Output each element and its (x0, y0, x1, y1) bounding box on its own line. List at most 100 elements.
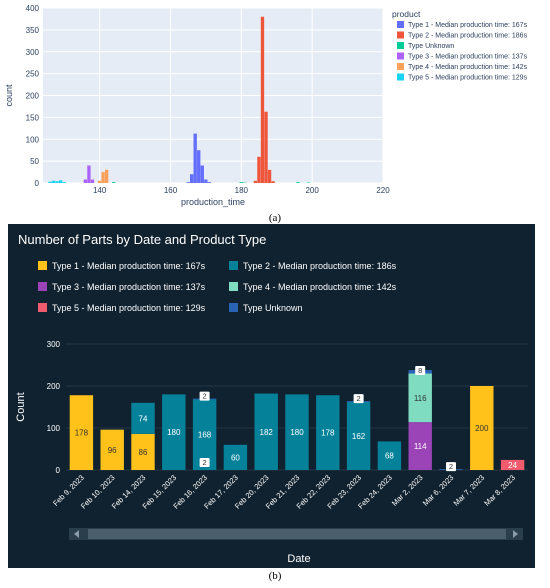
histogram-bar (112, 182, 116, 183)
data-label: 2 (203, 392, 207, 401)
legend-swatch (397, 42, 404, 49)
data-label: 74 (139, 414, 148, 423)
bar-segment (100, 429, 124, 470)
legend-entry: Type 5 - Median production time: 129s (408, 75, 528, 82)
histogram-bar (189, 174, 194, 183)
legend-swatch (229, 261, 238, 270)
bar-segment (316, 395, 340, 470)
legend-title: product (392, 9, 421, 19)
bar-segment (131, 433, 155, 470)
data-label-box (415, 366, 426, 376)
histogram-bar (253, 180, 258, 183)
histogram-bar (239, 182, 243, 183)
histogram-bar (55, 181, 59, 183)
legend-swatch (397, 63, 404, 70)
legend-entry: Type Unknown (243, 303, 303, 313)
histogram-bar (200, 165, 204, 183)
y-tick-label: 300 (26, 48, 40, 57)
x-tick-label: 220 (376, 186, 390, 195)
legend-swatch (397, 21, 404, 28)
histogram-bar (90, 179, 95, 183)
bar-segment (254, 393, 278, 470)
bar-segment (131, 402, 155, 434)
x-tick-label: 140 (93, 186, 107, 195)
x-tick-label: Mar 2, 2023 (390, 473, 425, 508)
caption-b: (b) (268, 570, 282, 582)
legend-swatch (38, 282, 47, 291)
y-tick-label: 50 (30, 157, 39, 166)
histogram-bar (271, 181, 275, 183)
histogram-bar (193, 133, 197, 183)
histogram-bar (296, 182, 300, 183)
bar-segment (285, 394, 309, 470)
data-label: 178 (75, 429, 89, 438)
data-label: 2 (449, 462, 453, 471)
data-label: 182 (260, 428, 274, 437)
legend-entry: Type 2 - Median production time: 186s (408, 33, 528, 40)
scroll-right-arrow-icon[interactable] (513, 530, 518, 538)
data-label-box (446, 462, 456, 472)
stacked-bar-panel: Number of Parts by Date and Product Type… (8, 224, 535, 568)
y-axis-title: count (4, 84, 14, 107)
y-tick-label: 150 (26, 113, 40, 122)
y-tick-label: 0 (35, 179, 40, 188)
y-axis-title: Count (15, 392, 27, 421)
legend-entry: Type 2 - Median production time: 186s (243, 261, 397, 271)
y-tick-label: 250 (26, 70, 40, 79)
legend-entry: Type Unknown (408, 43, 454, 50)
histogram-bar (62, 182, 66, 183)
y-tick-label: 100 (26, 135, 40, 144)
histogram-bar (104, 169, 109, 183)
data-label-box (199, 391, 210, 401)
data-label-box (199, 458, 210, 467)
data-label: 116 (414, 394, 427, 403)
data-label: 60 (231, 453, 240, 462)
y-tick-label: 350 (26, 26, 40, 35)
y-tick-label: 100 (47, 424, 61, 433)
legend-entry: Type 4 - Median production time: 142s (408, 64, 528, 71)
scroll-left-arrow-icon[interactable] (74, 530, 79, 538)
legend-entry: Type 1 - Median production time: 167s (52, 261, 206, 271)
legend-swatch (229, 303, 238, 312)
histogram-bar (257, 156, 261, 183)
bar-segment (162, 394, 186, 470)
bar-segment (408, 422, 432, 470)
caption-a: (a) (268, 212, 282, 224)
bar-segment (408, 373, 432, 423)
y-tick-label: 200 (47, 382, 61, 391)
legend-swatch (38, 303, 47, 312)
bar-segment (223, 444, 248, 470)
x-axis-title: Date (287, 553, 310, 565)
data-label: 180 (290, 428, 304, 437)
legend-swatch (397, 31, 404, 39)
data-label: 168 (198, 431, 212, 440)
data-label: 24 (508, 461, 517, 470)
data-label: 86 (139, 448, 148, 457)
bar-segment (500, 459, 525, 470)
y-tick-label: 400 (26, 4, 40, 13)
legend-entry: Type 5 - Median production time: 129s (52, 303, 206, 313)
bar-segment (470, 386, 494, 470)
bar-segment (192, 399, 217, 470)
x-axis-title: production_time (181, 197, 245, 207)
y-tick-label: 200 (26, 92, 40, 101)
histogram-bar (186, 182, 190, 183)
data-label: 2 (357, 394, 361, 403)
bar-segment (377, 441, 402, 470)
data-label: 68 (385, 452, 394, 461)
legend-entry: Type 4 - Median production time: 142s (243, 282, 397, 292)
bar-segment (346, 401, 371, 470)
histogram-bar (204, 179, 208, 183)
histogram-bar (58, 180, 63, 183)
histogram-bar (83, 179, 88, 183)
scrollbar-thumb[interactable] (88, 529, 506, 539)
data-label: 114 (414, 442, 427, 451)
stacked-bar-chart: Number of Parts by Date and Product Type… (15, 232, 528, 565)
y-tick-label: 300 (47, 340, 61, 349)
histogram-bar (267, 169, 272, 183)
x-tick-label: Mar 8, 2023 (482, 473, 517, 508)
data-label: 180 (167, 428, 181, 437)
histogram-bar (207, 182, 212, 183)
bar-segment (69, 395, 94, 470)
legend-entry: Type 3 - Median production time: 137s (52, 282, 206, 292)
